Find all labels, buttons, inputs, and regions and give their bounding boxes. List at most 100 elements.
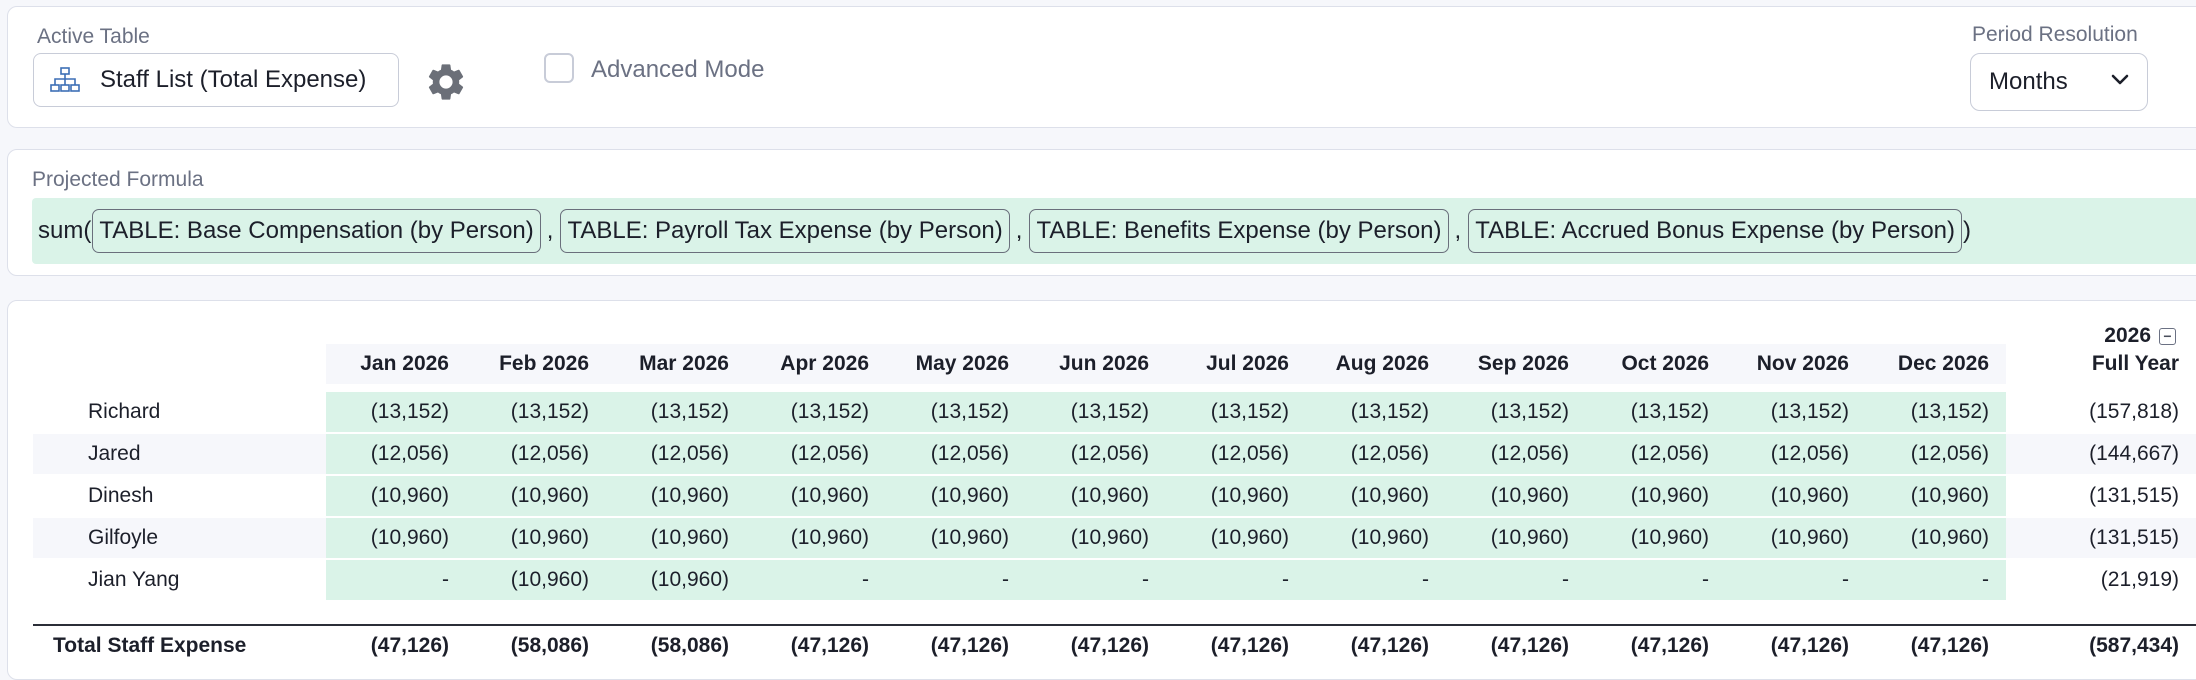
formula-token[interactable]: TABLE: Base Compensation (by Person) <box>92 209 541 253</box>
table-cell[interactable]: (10,960) <box>1490 484 1569 507</box>
table-cell[interactable]: - <box>862 568 869 591</box>
table-cell[interactable]: (13,152) <box>790 400 869 423</box>
table-cell[interactable]: (10,960) <box>510 526 589 549</box>
table-cell[interactable]: (10,960) <box>1770 526 1849 549</box>
hierarchy-icon <box>50 65 84 95</box>
table-cell[interactable]: (144,667) <box>2089 442 2179 465</box>
table-cell[interactable]: (10,960) <box>650 526 729 549</box>
table-cell[interactable]: (10,960) <box>1210 526 1289 549</box>
table-cell[interactable]: (12,056) <box>1070 442 1149 465</box>
column-header[interactable]: Jun 2026 <box>1059 352 1149 375</box>
table-cell[interactable]: (10,960) <box>1910 484 1989 507</box>
table-cell[interactable]: (10,960) <box>930 526 1009 549</box>
row-highlight <box>326 560 2006 600</box>
table-cell[interactable]: (12,056) <box>790 442 869 465</box>
table-cell[interactable]: - <box>1422 568 1429 591</box>
table-cell[interactable]: - <box>1702 568 1709 591</box>
table-cell[interactable]: (12,056) <box>1910 442 1989 465</box>
active-table-label: Active Table <box>37 25 150 48</box>
table-cell[interactable]: (10,960) <box>1350 526 1429 549</box>
advanced-mode-checkbox[interactable] <box>544 53 574 83</box>
collapse-icon[interactable]: − <box>2159 327 2176 345</box>
table-cell[interactable]: (10,960) <box>1630 484 1709 507</box>
table-cell[interactable]: (12,056) <box>370 442 449 465</box>
column-header[interactable]: May 2026 <box>915 352 1009 375</box>
column-header[interactable]: Aug 2026 <box>1335 352 1429 375</box>
table-cell[interactable]: (12,056) <box>1630 442 1709 465</box>
formula-token[interactable]: TABLE: Accrued Bonus Expense (by Person) <box>1468 209 1963 253</box>
table-cell[interactable]: - <box>442 568 449 591</box>
column-header[interactable]: Full Year <box>2091 352 2179 375</box>
column-header[interactable]: Apr 2026 <box>780 352 869 375</box>
table-cell[interactable]: (12,056) <box>1210 442 1289 465</box>
table-cell[interactable]: (131,515) <box>2089 526 2179 549</box>
table-cell[interactable]: (13,152) <box>510 400 589 423</box>
gear-icon[interactable] <box>421 57 471 107</box>
column-header[interactable]: Sep 2026 <box>1477 352 1569 375</box>
table-cell[interactable]: - <box>1142 568 1149 591</box>
table-cell[interactable]: (13,152) <box>650 400 729 423</box>
total-cell: (47,126) <box>1770 634 1849 657</box>
table-cell[interactable]: (13,152) <box>1070 400 1149 423</box>
table-cell[interactable]: (12,056) <box>1490 442 1569 465</box>
column-header[interactable]: Mar 2026 <box>639 352 729 375</box>
table-cell[interactable]: (12,056) <box>1350 442 1429 465</box>
table-cell[interactable]: - <box>1562 568 1569 591</box>
table-cell[interactable]: (13,152) <box>1350 400 1429 423</box>
table-cell[interactable]: (10,960) <box>1910 526 1989 549</box>
table-cell[interactable]: (21,919) <box>2100 568 2179 591</box>
table-cell[interactable]: (10,960) <box>790 526 869 549</box>
column-header[interactable]: Nov 2026 <box>1756 352 1849 375</box>
table-cell[interactable]: (10,960) <box>370 526 449 549</box>
table-cell[interactable]: (13,152) <box>1210 400 1289 423</box>
active-table-select[interactable]: Staff List (Total Expense) <box>33 53 399 107</box>
column-header[interactable]: Oct 2026 <box>1621 352 1709 375</box>
total-cell: (47,126) <box>370 634 449 657</box>
table-cell[interactable]: (10,960) <box>1350 484 1429 507</box>
table-cell[interactable]: - <box>1842 568 1849 591</box>
column-header[interactable]: Jul 2026 <box>1206 352 1289 375</box>
table-cell[interactable]: (13,152) <box>1770 400 1849 423</box>
formula-token[interactable]: TABLE: Benefits Expense (by Person) <box>1029 209 1449 253</box>
table-cell[interactable]: (13,152) <box>1910 400 1989 423</box>
formula-separator: , <box>1015 217 1023 244</box>
formula-separator: , <box>546 217 554 244</box>
table-cell[interactable]: (10,960) <box>1490 526 1569 549</box>
table-cell[interactable]: (10,960) <box>1070 484 1149 507</box>
table-cell[interactable]: (10,960) <box>510 484 589 507</box>
table-cell[interactable]: (12,056) <box>650 442 729 465</box>
period-resolution-select[interactable]: Months <box>1970 53 2148 111</box>
formula-token[interactable]: TABLE: Payroll Tax Expense (by Person) <box>560 209 1010 253</box>
table-cell[interactable]: (10,960) <box>1210 484 1289 507</box>
formula-separator: , <box>1454 217 1462 244</box>
table-cell[interactable]: (12,056) <box>930 442 1009 465</box>
table-cell[interactable]: - <box>1982 568 1989 591</box>
table-cell[interactable]: - <box>1282 568 1289 591</box>
table-cell[interactable]: (10,960) <box>650 568 729 591</box>
table-cell[interactable]: (10,960) <box>790 484 869 507</box>
table-cell[interactable]: - <box>1002 568 1009 591</box>
table-cell[interactable]: (13,152) <box>1490 400 1569 423</box>
table-cell[interactable]: (10,960) <box>1630 526 1709 549</box>
table-cell[interactable]: (12,056) <box>510 442 589 465</box>
column-header[interactable]: Jan 2026 <box>360 352 449 375</box>
row-highlight <box>326 476 2006 516</box>
column-header[interactable]: Dec 2026 <box>1897 352 1989 375</box>
formula-editor[interactable]: sum( TABLE: Base Compensation (by Person… <box>32 198 2196 264</box>
table-cell[interactable]: (10,960) <box>370 484 449 507</box>
table-cell[interactable]: (157,818) <box>2089 400 2179 423</box>
table-cell[interactable]: (13,152) <box>1630 400 1709 423</box>
year-group-header: 2026 − <box>2104 324 2176 348</box>
column-header[interactable]: Feb 2026 <box>499 352 589 375</box>
table-cell[interactable]: (131,515) <box>2089 484 2179 507</box>
table-cell[interactable]: (13,152) <box>930 400 1009 423</box>
year-label: 2026 <box>2104 324 2151 347</box>
formula-suffix: ) <box>1963 217 1972 244</box>
table-cell[interactable]: (10,960) <box>650 484 729 507</box>
table-cell[interactable]: (13,152) <box>370 400 449 423</box>
table-cell[interactable]: (12,056) <box>1770 442 1849 465</box>
table-cell[interactable]: (10,960) <box>510 568 589 591</box>
table-cell[interactable]: (10,960) <box>1770 484 1849 507</box>
table-cell[interactable]: (10,960) <box>930 484 1009 507</box>
table-cell[interactable]: (10,960) <box>1070 526 1149 549</box>
